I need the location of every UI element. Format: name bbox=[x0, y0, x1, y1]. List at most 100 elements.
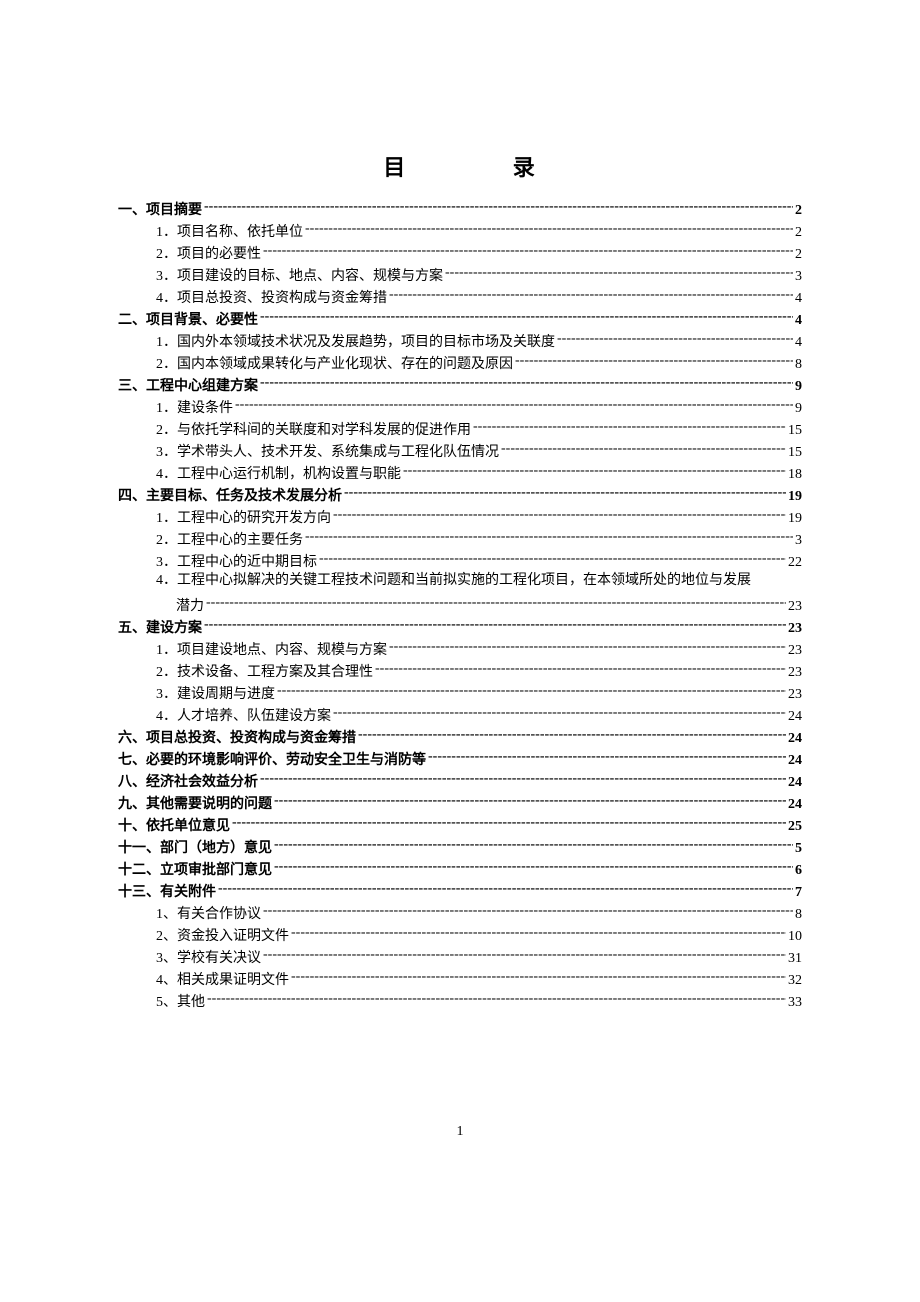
toc-leader bbox=[235, 398, 793, 412]
toc-page: 23 bbox=[788, 666, 802, 680]
toc-label: 4．人才培养、队伍建设方案 bbox=[156, 710, 331, 724]
toc-leader bbox=[204, 200, 793, 214]
toc-label: 四、主要目标、任务及技术发展分析 bbox=[118, 490, 342, 504]
toc-label: 十三、有关附件 bbox=[118, 886, 216, 900]
toc-row: 八、经济社会效益分析 24 bbox=[118, 772, 802, 794]
toc-row: 2．工程中心的主要任务3 bbox=[118, 530, 802, 552]
toc-leader bbox=[403, 464, 786, 478]
toc-title: 目 录 bbox=[118, 150, 802, 182]
toc-row: 1．项目名称、依托单位2 bbox=[118, 222, 802, 244]
toc-label: 1、有关合作协议 bbox=[156, 908, 261, 922]
toc-label: 1．工程中心的研究开发方向 bbox=[156, 512, 331, 526]
toc-page: 4 bbox=[795, 336, 802, 350]
toc-label: 九、其他需要说明的问题 bbox=[118, 798, 272, 812]
title-text-left: 目 bbox=[383, 155, 407, 180]
toc-page: 7 bbox=[795, 886, 802, 900]
toc-page: 15 bbox=[788, 424, 802, 438]
toc-page: 9 bbox=[795, 380, 802, 394]
toc-row: 1．建设条件 9 bbox=[118, 398, 802, 420]
toc-leader bbox=[218, 882, 793, 896]
toc-page: 2 bbox=[795, 204, 802, 218]
toc-row: 2．国内本领域成果转化与产业化现状、存在的问题及原因 8 bbox=[118, 354, 802, 376]
toc-page: 19 bbox=[788, 512, 802, 526]
toc-label: 4、相关成果证明文件 bbox=[156, 974, 289, 988]
toc-page: 24 bbox=[788, 710, 802, 724]
toc-page: 24 bbox=[788, 776, 802, 790]
toc-row: 4．工程中心运行机制，机构设置与职能 18 bbox=[118, 464, 802, 486]
toc-page: 24 bbox=[788, 754, 802, 768]
title-text-right: 录 bbox=[513, 155, 537, 180]
toc-label: 3．建设周期与进度 bbox=[156, 688, 275, 702]
toc-leader bbox=[263, 244, 793, 258]
toc-label: 七、必要的环境影响评价、劳动安全卫生与消防等 bbox=[118, 754, 426, 768]
toc-page: 22 bbox=[788, 556, 802, 570]
toc-label: 2．项目的必要性 bbox=[156, 248, 261, 262]
toc-leader bbox=[206, 596, 786, 610]
toc-page: 33 bbox=[788, 996, 802, 1010]
toc-label: 1．建设条件 bbox=[156, 402, 233, 416]
toc-page: 5 bbox=[795, 842, 802, 856]
toc-leader bbox=[428, 750, 786, 764]
toc-label: 五、建设方案 bbox=[118, 622, 202, 636]
toc-page: 4 bbox=[795, 292, 802, 306]
toc-page: 15 bbox=[788, 446, 802, 460]
toc-label: 2．与依托学科间的关联度和对学科发展的促进作用 bbox=[156, 424, 471, 438]
page-number: 1 bbox=[118, 1124, 802, 1140]
toc-label: 4．工程中心拟解决的关键工程技术问题和当前拟实施的工程化项目，在本领域所处的地位… bbox=[156, 574, 751, 588]
toc-row: 三、工程中心组建方案9 bbox=[118, 376, 802, 398]
toc-row: 1．工程中心的研究开发方向 19 bbox=[118, 508, 802, 530]
toc-row: 2．与依托学科间的关联度和对学科发展的促进作用 15 bbox=[118, 420, 802, 442]
toc-leader bbox=[389, 640, 786, 654]
toc-row: 十二、立项审批部门意见6 bbox=[118, 860, 802, 882]
toc-leader bbox=[207, 992, 786, 1006]
toc-label: 4．工程中心运行机制，机构设置与职能 bbox=[156, 468, 401, 482]
toc-row: 4．项目总投资、投资构成与资金筹措4 bbox=[118, 288, 802, 310]
toc-leader bbox=[333, 508, 786, 522]
toc-page: 8 bbox=[795, 358, 802, 372]
toc-label: 十一、部门（地方）意见 bbox=[118, 842, 272, 856]
toc-page: 18 bbox=[788, 468, 802, 482]
toc-page: 2 bbox=[795, 226, 802, 240]
toc-leader bbox=[277, 684, 786, 698]
toc-label: 2、资金投入证明文件 bbox=[156, 930, 289, 944]
toc-label: 潜力 bbox=[176, 600, 204, 614]
toc-label: 1．国内外本领域技术状况及发展趋势，项目的目标市场及关联度 bbox=[156, 336, 555, 350]
toc-row: 4、相关成果证明文件 32 bbox=[118, 970, 802, 992]
toc-leader bbox=[291, 970, 786, 984]
toc-leader bbox=[263, 904, 793, 918]
toc-page: 2 bbox=[795, 248, 802, 262]
toc-leader bbox=[291, 926, 786, 940]
toc-page: 23 bbox=[788, 600, 802, 614]
toc-label: 3、学校有关决议 bbox=[156, 952, 261, 966]
toc-leader bbox=[389, 288, 793, 302]
toc-label: 六、项目总投资、投资构成与资金筹措 bbox=[118, 732, 356, 746]
toc-leader bbox=[305, 222, 793, 236]
toc-page: 24 bbox=[788, 798, 802, 812]
toc-label: 3．学术带头人、技术开发、系统集成与工程化队伍情况 bbox=[156, 446, 499, 460]
toc-leader bbox=[232, 816, 786, 830]
toc-row: 五、建设方案 23 bbox=[118, 618, 802, 640]
toc-leader bbox=[319, 552, 786, 566]
toc-row: 九、其他需要说明的问题 24 bbox=[118, 794, 802, 816]
toc-page: 9 bbox=[795, 402, 802, 416]
toc-label: 2．国内本领域成果转化与产业化现状、存在的问题及原因 bbox=[156, 358, 513, 372]
title-spacer bbox=[415, 155, 504, 180]
toc-page: 23 bbox=[788, 622, 802, 636]
toc-leader bbox=[557, 332, 793, 346]
toc-label: 1．项目建设地点、内容、规模与方案 bbox=[156, 644, 387, 658]
toc-row: 3．建设周期与进度 23 bbox=[118, 684, 802, 706]
toc-row: 3．学术带头人、技术开发、系统集成与工程化队伍情况 15 bbox=[118, 442, 802, 464]
toc-page: 3 bbox=[795, 534, 802, 548]
toc-row: 潜力 23 bbox=[118, 596, 802, 618]
toc-label: 十、依托单位意见 bbox=[118, 820, 230, 834]
toc-leader bbox=[445, 266, 793, 280]
toc-leader bbox=[274, 860, 793, 874]
toc-leader bbox=[473, 420, 786, 434]
toc-page: 6 bbox=[795, 864, 802, 878]
toc-page: 25 bbox=[788, 820, 802, 834]
toc-label: 八、经济社会效益分析 bbox=[118, 776, 258, 790]
toc-row: 1、有关合作协议8 bbox=[118, 904, 802, 926]
toc-leader bbox=[515, 354, 793, 368]
toc-leader bbox=[333, 706, 786, 720]
toc-leader bbox=[274, 794, 786, 808]
